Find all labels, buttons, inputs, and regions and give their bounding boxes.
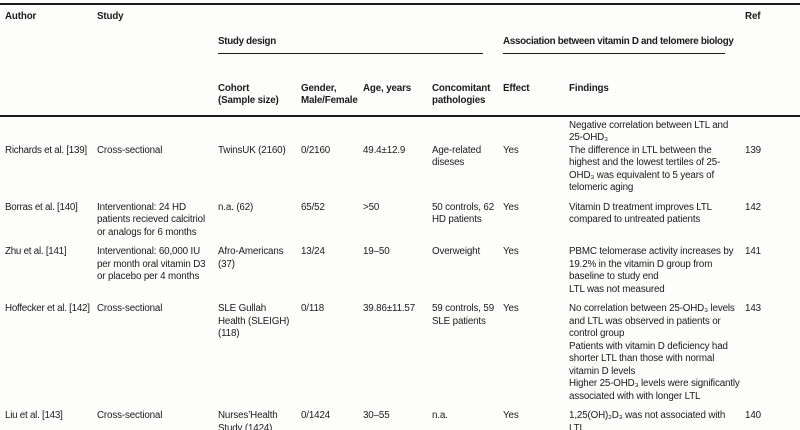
age-cell: 30–55	[363, 410, 390, 421]
header-sub-row: Cohort (Sample size) Gender, Male/Female…	[0, 79, 800, 116]
cohort-cell: SLE Gullah Health (SLEIGH) (118)	[218, 303, 290, 339]
table-row-zhu: Zhu et al. [141] Interventional: 60,000 …	[0, 243, 800, 300]
author-cell: Liu et al. [143]	[5, 410, 63, 421]
gender-cell: 0/1424	[301, 410, 331, 421]
author-cell: Zhu et al. [141]	[5, 246, 67, 257]
cohort-cell: TwinsUK (2160)	[218, 144, 286, 156]
study-design-group-label: Study design	[218, 36, 484, 54]
header-study: Study	[97, 11, 124, 22]
header-gender: Gender, Male/Female	[301, 82, 358, 107]
gender-cell: 0/118	[301, 303, 325, 314]
ref-cell: 141	[745, 246, 761, 257]
table-row-liu: Liu et al. [143] Cross-sectional Nurses’…	[0, 407, 800, 430]
gender-cell: 0/2160	[301, 144, 331, 156]
header-author: Author	[5, 11, 37, 22]
findings-cell: 1,25(OH)₂D₃ was not associated with LTL …	[569, 410, 726, 430]
study-cell: Cross-sectional	[97, 303, 163, 314]
table-row-richards: Richards et al. [139] Cross-sectional Tw…	[0, 116, 800, 199]
findings-cell: Vitamin D treatment improves LTL compare…	[569, 201, 712, 226]
study-cell: Cross-sectional	[97, 410, 163, 421]
header-age: Age, years	[363, 82, 412, 94]
table-row-borras: Borras et al. [140] Interventional: 24 H…	[0, 199, 800, 244]
table-body: Richards et al. [139] Cross-sectional Tw…	[0, 116, 800, 430]
pathologies-cell: 59 controls, 59 SLE patients	[432, 303, 495, 327]
age-cell: >50	[363, 201, 380, 213]
findings-cell: Negative correlation between LTL and 25-…	[569, 119, 729, 194]
study-cell: Interventional: 60,000 IU per month oral…	[97, 246, 206, 282]
header-cohort: Cohort (Sample size)	[218, 82, 279, 107]
cohort-cell: Afro-Americans (37)	[218, 246, 284, 270]
author-cell: Hoffecker et al. [142]	[5, 303, 90, 314]
age-cell: 19–50	[363, 246, 390, 257]
header-association-group: Association between vitamin D and telome…	[503, 4, 745, 79]
age-cell: 49.4±12.9	[363, 144, 406, 156]
effect-cell: Yes	[503, 246, 519, 257]
ref-cell: 140	[745, 410, 761, 421]
table-row-hoffecker: Hoffecker et al. [142] Cross-sectional S…	[0, 300, 800, 407]
ref-cell: 142	[745, 201, 761, 213]
vitamin-d-telomere-table: Author Study Study design Association be…	[0, 3, 800, 430]
pathologies-cell: 50 controls, 62 HD patients	[432, 201, 495, 226]
gender-cell: 65/52	[301, 201, 325, 213]
header-findings: Findings	[569, 82, 609, 94]
pathologies-cell: Age-related diseses	[432, 144, 481, 169]
cohort-cell: n.a. (62)	[218, 201, 254, 213]
cohort-cell: Nurses’Health Study (1424)	[218, 410, 278, 430]
ref-cell: 143	[745, 303, 761, 314]
author-cell: Borras et al. [140]	[5, 201, 78, 213]
effect-cell: Yes	[503, 201, 519, 213]
table-header: Author Study Study design Association be…	[0, 4, 800, 116]
gender-cell: 13/24	[301, 246, 325, 257]
association-group-label: Association between vitamin D and telome…	[503, 36, 734, 54]
effect-cell: Yes	[503, 303, 519, 314]
pathologies-cell: n.a.	[432, 410, 448, 421]
header-ref: Ref	[745, 11, 761, 22]
header-effect: Effect	[503, 82, 530, 94]
study-cell: Cross-sectional	[97, 144, 163, 156]
effect-cell: Yes	[503, 144, 519, 156]
header-study-design-group: Study design	[218, 4, 503, 79]
header-pathologies: Concomitant pathologies	[432, 82, 491, 107]
ref-cell: 139	[745, 144, 761, 156]
findings-cell: No correlation between 25-OHD₃ levels an…	[569, 303, 740, 402]
age-cell: 39.86±11.57	[363, 303, 416, 314]
findings-cell: PBMC telomerase activity increases by 19…	[569, 246, 734, 295]
author-cell: Richards et al. [139]	[5, 144, 87, 156]
header-group-row: Author Study Study design Association be…	[0, 4, 800, 79]
pathologies-cell: Overweight	[432, 246, 481, 257]
effect-cell: Yes	[503, 410, 519, 421]
study-cell: Interventional: 24 HD patients recieved …	[97, 201, 205, 238]
